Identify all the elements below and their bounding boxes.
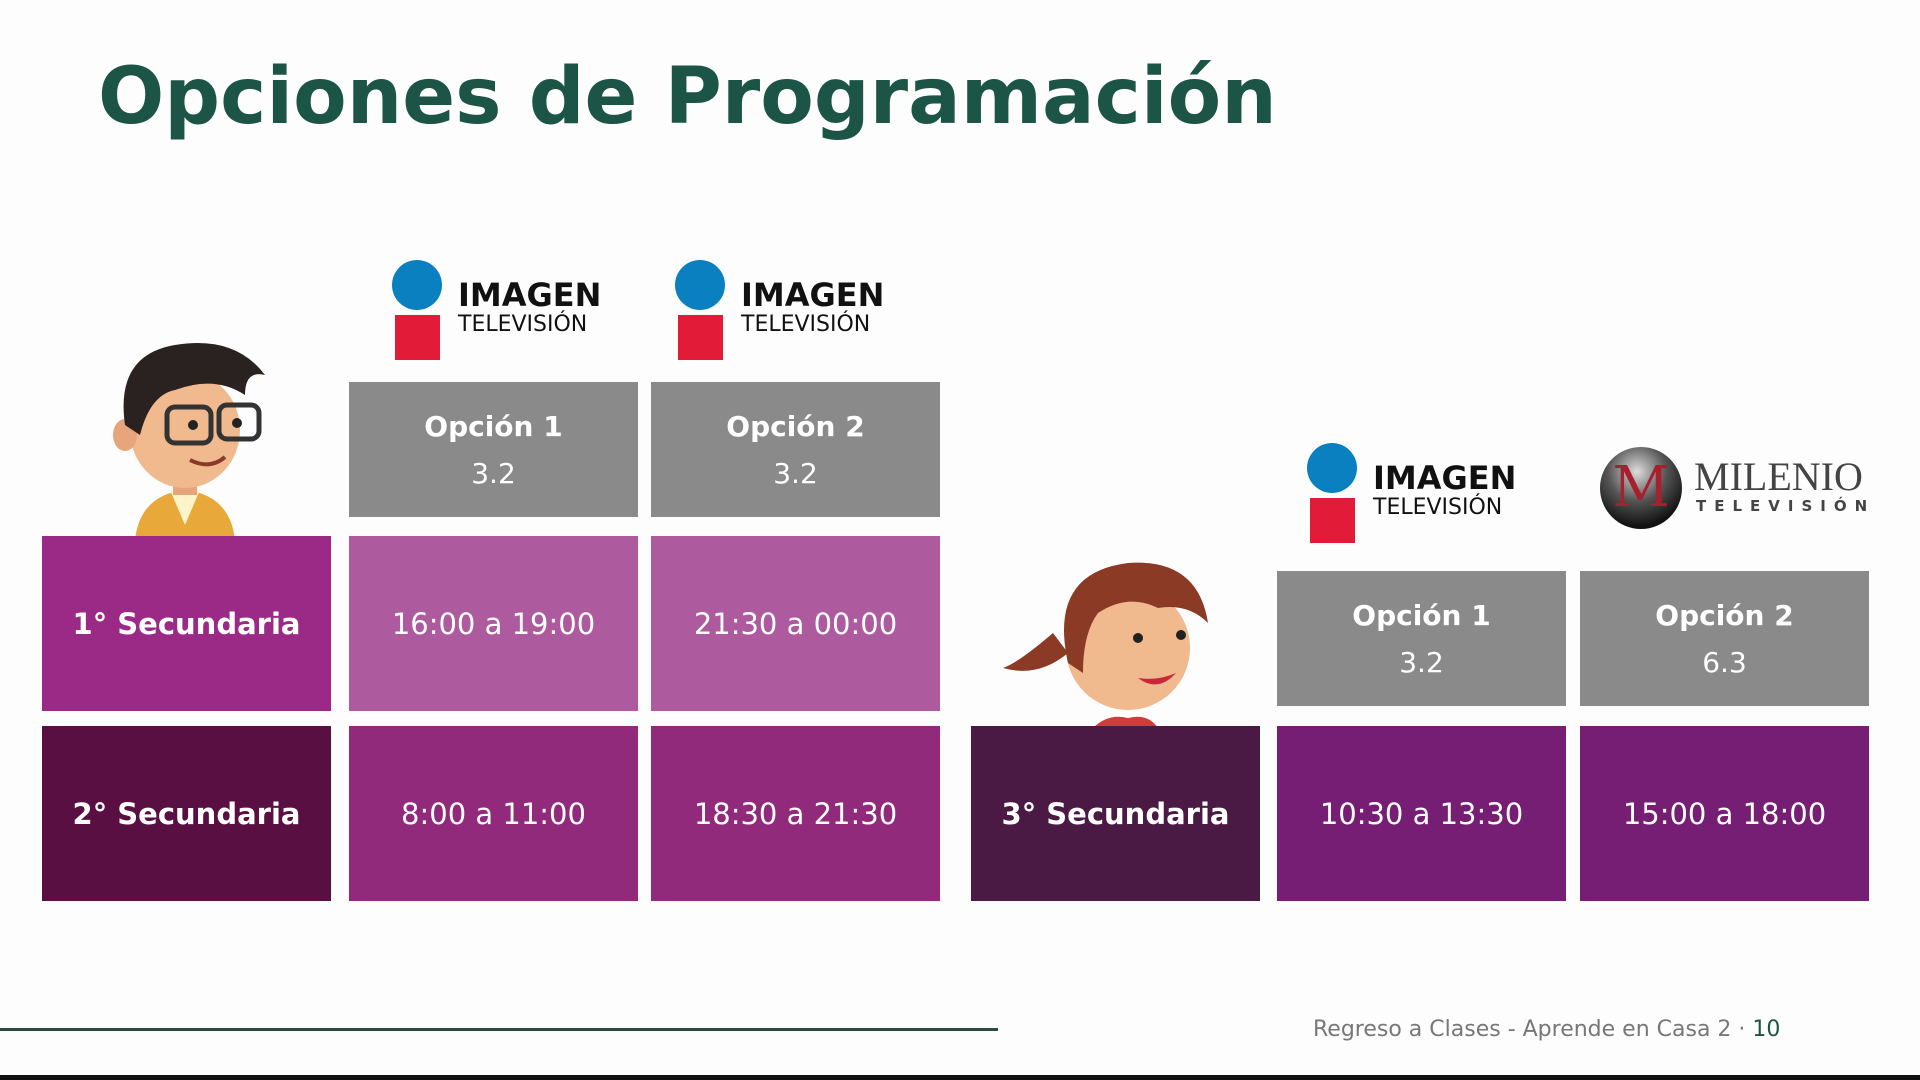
channel-number: 6.3	[1702, 645, 1747, 679]
schedule-cell: 8:00 a 11:00	[349, 726, 638, 901]
footer: Regreso a Clases - Aprende en Casa 2 · 1…	[1313, 1017, 1780, 1042]
milenio-sphere-icon	[1600, 447, 1682, 529]
bottom-bar	[0, 1075, 1920, 1080]
logo-text: IMAGEN	[741, 276, 885, 314]
option-label: Opción 2	[1655, 598, 1794, 632]
footer-text: Regreso a Clases - Aprende en Casa 2 ·	[1313, 1017, 1746, 1042]
schedule-cell: 21:30 a 00:00	[651, 536, 940, 711]
grade-2-secundaria: 2° Secundaria	[42, 726, 331, 901]
option-label: Opción 1	[424, 409, 563, 443]
logo-circle-icon	[392, 260, 442, 310]
imagen-television-logo: IMAGEN TELEVISIÓN	[675, 260, 905, 360]
page-number: 10	[1752, 1017, 1781, 1042]
logo-square-icon	[395, 315, 440, 360]
grade-1-secundaria: 1° Secundaria	[42, 536, 331, 711]
logo-text: MILENIO	[1694, 454, 1863, 499]
imagen-television-logo: IMAGEN TELEVISIÓN	[1307, 443, 1537, 543]
option-label: Opción 1	[1352, 598, 1491, 632]
logo-circle-icon	[1307, 443, 1357, 493]
footer-divider	[0, 1028, 998, 1031]
right-header-opcion-1: Opción 1 3.2	[1277, 571, 1566, 706]
imagen-television-logo: IMAGEN TELEVISIÓN	[392, 260, 622, 360]
channel-number: 3.2	[773, 456, 818, 490]
channel-number: 3.2	[1399, 645, 1444, 679]
schedule-cell: 16:00 a 19:00	[349, 536, 638, 711]
left-header-opcion-1: Opción 1 3.2	[349, 382, 638, 517]
logo-subtext: TELEVISIÓN	[1373, 495, 1503, 520]
schedule-cell: 15:00 a 18:00	[1580, 726, 1869, 901]
left-header-opcion-2: Opción 2 3.2	[651, 382, 940, 517]
logo-text: IMAGEN	[458, 276, 602, 314]
logo-subtext: TELEVISIÓN	[458, 312, 588, 337]
milenio-television-logo: M MILENIO TELEVISIÓN	[1600, 447, 1867, 529]
girl-character-illustration	[1003, 562, 1208, 728]
logo-square-icon	[1310, 498, 1355, 543]
logo-text: IMAGEN	[1373, 459, 1517, 497]
schedule-cell: 10:30 a 13:30	[1277, 726, 1566, 901]
logo-subtext: TELEVISIÓN	[741, 312, 871, 337]
logo-subtext: TELEVISIÓN	[1696, 497, 1876, 515]
option-label: Opción 2	[726, 409, 865, 443]
logo-square-icon	[678, 315, 723, 360]
schedule-cell: 18:30 a 21:30	[651, 726, 940, 901]
page-title: Opciones de Programación	[98, 52, 1277, 142]
logo-circle-icon	[675, 260, 725, 310]
grade-3-secundaria: 3° Secundaria	[971, 726, 1260, 901]
right-header-opcion-2: Opción 2 6.3	[1580, 571, 1869, 706]
milenio-mark: M	[1612, 455, 1670, 520]
boy-character-illustration	[113, 343, 265, 540]
channel-number: 3.2	[471, 456, 516, 490]
